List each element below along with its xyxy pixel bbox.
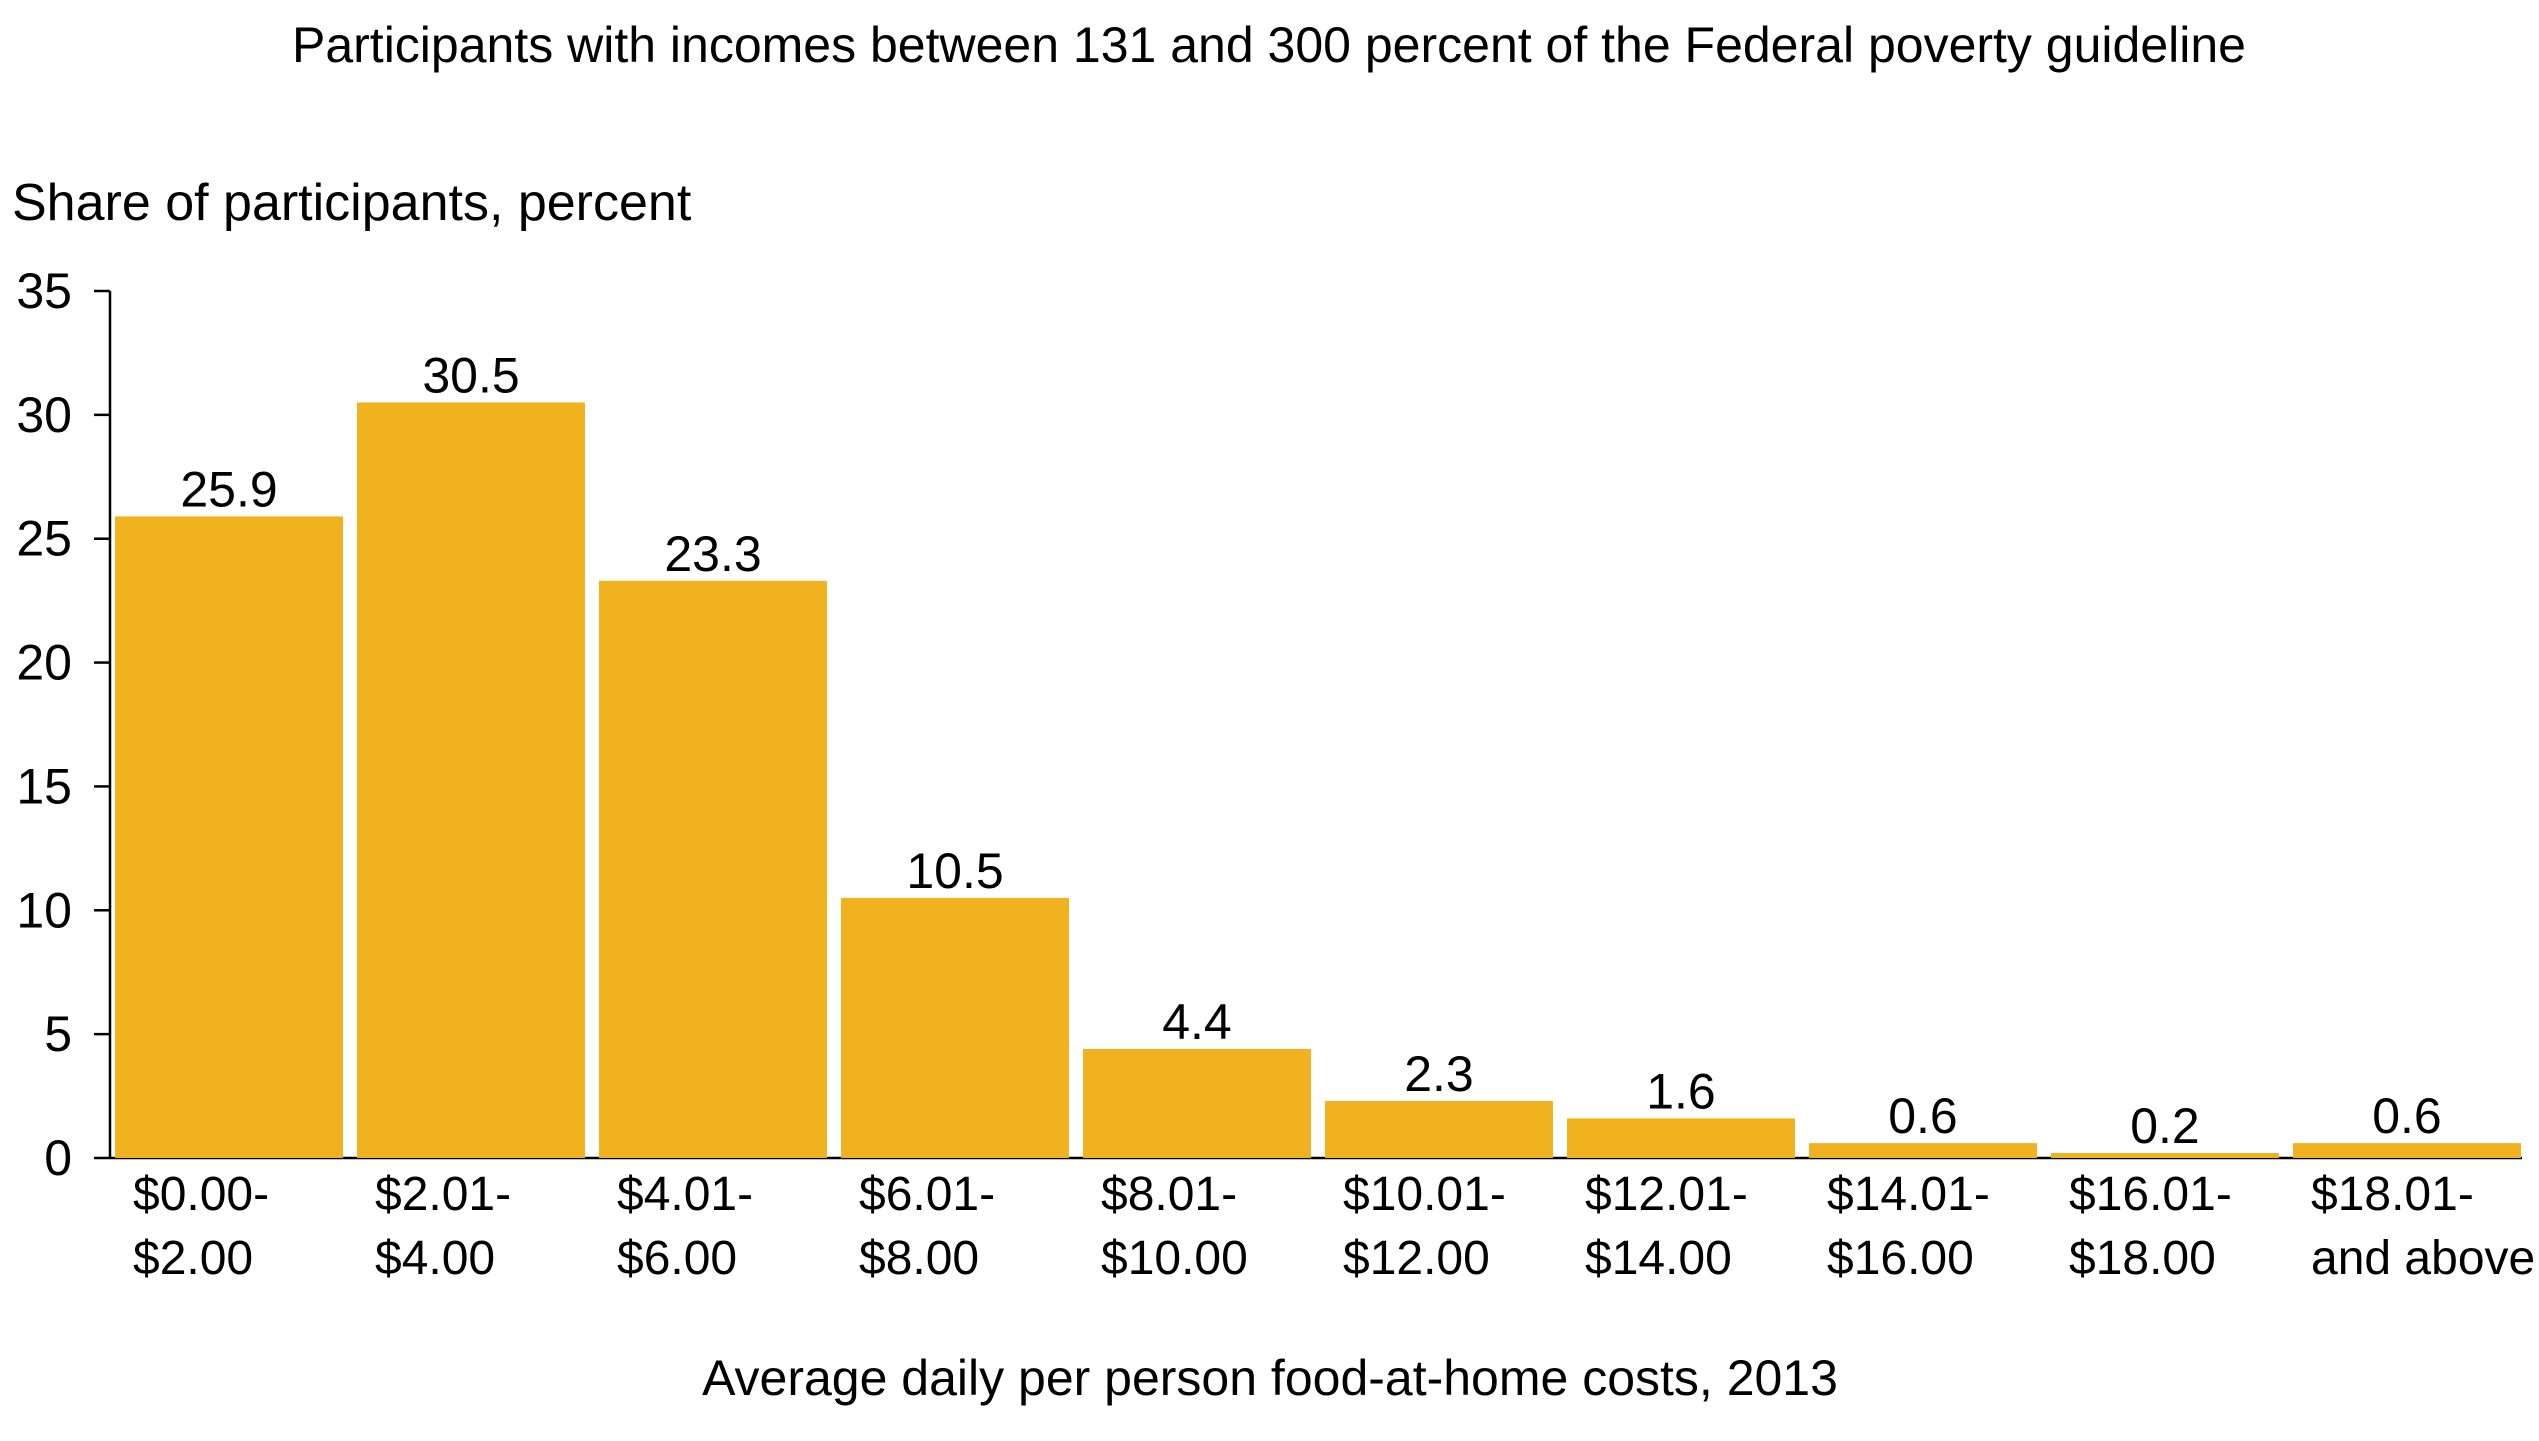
bar — [357, 402, 585, 1158]
x-tick-label: $14.00 — [1585, 1232, 1732, 1285]
data-label: 30.5 — [422, 347, 519, 403]
y-tick-label: 20 — [16, 635, 72, 691]
x-tick-label: and above — [2311, 1232, 2535, 1285]
data-label: 1.6 — [1646, 1063, 1716, 1119]
bar — [1567, 1118, 1795, 1158]
bar — [1083, 1049, 1311, 1158]
y-tick-label: 25 — [16, 511, 72, 567]
data-label: 25.9 — [180, 461, 277, 517]
y-tick-label: 5 — [44, 1006, 72, 1062]
x-tick-label: $2.01- — [375, 1168, 511, 1221]
bar — [2293, 1143, 2521, 1158]
y-tick-label: 30 — [16, 387, 72, 443]
x-tick-label: $18.01- — [2311, 1168, 2474, 1221]
data-label: 10.5 — [906, 843, 1003, 899]
x-tick-label: $4.01- — [617, 1168, 753, 1221]
bar — [115, 516, 343, 1158]
x-tick-label: $0.00- — [133, 1168, 269, 1221]
data-label: 0.6 — [2372, 1088, 2442, 1144]
chart-title: Participants with incomes between 131 an… — [292, 17, 2246, 73]
x-tick-label: $16.01- — [2069, 1168, 2232, 1221]
data-label: 0.6 — [1888, 1088, 1958, 1144]
x-tick-label: $12.00 — [1343, 1232, 1490, 1285]
bar — [599, 580, 827, 1158]
x-tick-label: $4.00 — [375, 1232, 495, 1285]
y-axis-label: Share of participants, percent — [12, 174, 692, 232]
bar — [841, 897, 1069, 1158]
x-tick-label: $14.01- — [1827, 1168, 1990, 1221]
y-tick-label: 35 — [16, 263, 72, 319]
data-label: 2.3 — [1404, 1046, 1474, 1102]
data-label: 23.3 — [664, 526, 761, 582]
x-tick-label: $2.00 — [133, 1232, 253, 1285]
x-tick-label: $16.00 — [1827, 1232, 1974, 1285]
x-tick-label: $6.00 — [617, 1232, 737, 1285]
bar — [2051, 1153, 2279, 1158]
y-tick-label: 0 — [44, 1130, 72, 1186]
data-label: 0.2 — [2130, 1098, 2200, 1154]
x-tick-label: $8.00 — [859, 1232, 979, 1285]
plot-area: 0 5 10 15 20 25 30 35 25.9 $0.00- $2.00 30.5 $2.01- $… — [16, 263, 2535, 1285]
x-tick-label: $12.01- — [1585, 1168, 1748, 1221]
data-label: 4.4 — [1162, 994, 1232, 1050]
x-tick-label: $18.00 — [2069, 1232, 2216, 1285]
x-tick-label: $8.01- — [1101, 1168, 1237, 1221]
x-tick-label: $10.01- — [1343, 1168, 1506, 1221]
bar — [1809, 1143, 2037, 1158]
bar — [1325, 1101, 1553, 1158]
x-tick-label: $6.01- — [859, 1168, 995, 1221]
y-tick-label: 15 — [16, 758, 72, 814]
x-axis-label: Average daily per person food-at-home co… — [702, 1350, 1838, 1406]
y-tick-label: 10 — [16, 882, 72, 938]
x-tick-label: $10.00 — [1101, 1232, 1248, 1285]
